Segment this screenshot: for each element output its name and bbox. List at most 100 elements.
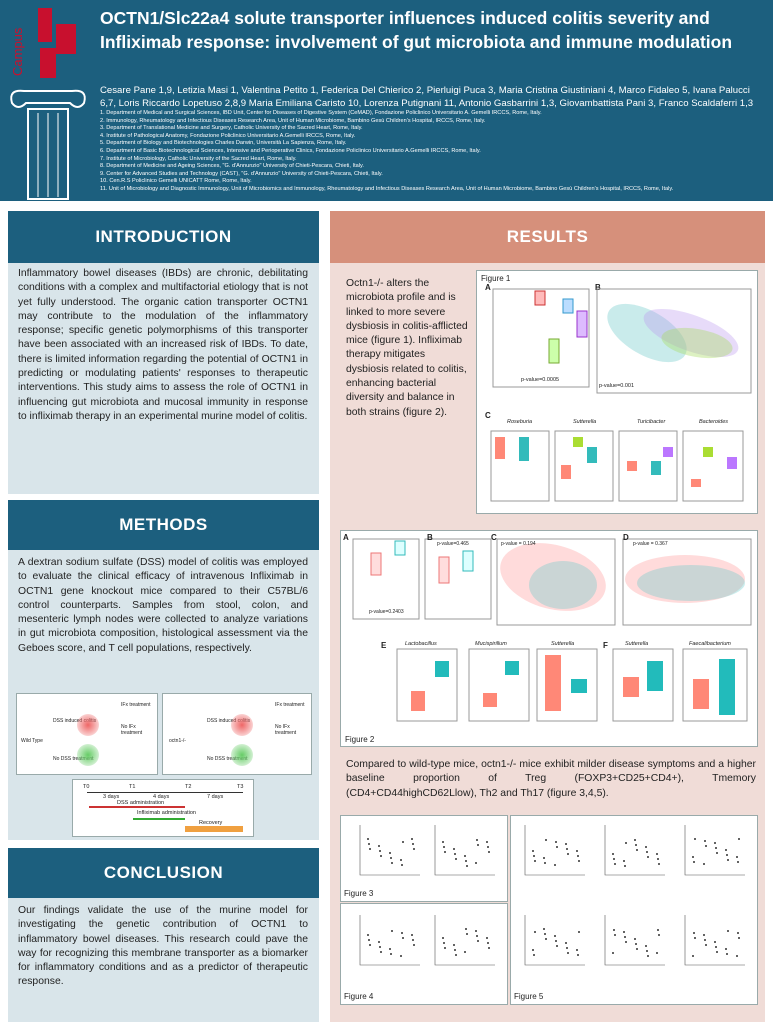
dot <box>694 937 696 939</box>
dot <box>389 948 391 950</box>
dot <box>614 934 616 936</box>
dot <box>565 843 567 845</box>
box <box>571 679 587 693</box>
results-text: Compared to wild-type mice, octn1-/- mic… <box>346 759 756 799</box>
box <box>691 479 701 487</box>
p-value: p-value=0.2403 <box>369 609 404 615</box>
group-label: No DSS treatment <box>207 756 248 762</box>
dot <box>625 941 627 943</box>
dot <box>476 839 478 841</box>
phase: Infliximab administration <box>137 810 196 816</box>
affiliation: 9. Center for Advanced Studies and Techn… <box>100 170 383 177</box>
column-icon <box>10 89 86 200</box>
p-value: p-value=0.0005 <box>521 377 560 383</box>
dot <box>716 852 718 854</box>
dot <box>390 953 392 955</box>
dot <box>543 928 545 930</box>
dot <box>613 858 615 860</box>
dot <box>411 838 413 840</box>
dot <box>645 846 647 848</box>
dot <box>716 951 718 953</box>
dot <box>391 930 393 932</box>
dot <box>612 853 614 855</box>
plot-frame <box>618 430 678 502</box>
dot <box>566 947 568 949</box>
duration: 4 days <box>153 794 170 800</box>
dot <box>726 854 728 856</box>
box <box>495 437 505 459</box>
figure-graphics <box>490 288 752 502</box>
dot <box>486 841 488 843</box>
dot <box>704 840 706 842</box>
section-heading: RESULTS <box>330 211 765 263</box>
figure-2: Figure 2 A B C D E F p-value=0.2403 p-va… <box>340 530 758 747</box>
p-value: p-value = 0.194 <box>501 541 536 547</box>
logo-graphic: Campus <box>10 8 76 78</box>
panel-letter: A <box>485 283 491 292</box>
box <box>623 677 639 697</box>
ifx-bar <box>133 818 185 820</box>
dot <box>726 953 728 955</box>
dot <box>464 855 466 857</box>
dot <box>379 850 381 852</box>
dot <box>402 937 404 939</box>
panel-letter: C <box>491 533 497 542</box>
dot <box>612 952 614 954</box>
dot <box>378 941 380 943</box>
panel-letter: F <box>603 641 608 650</box>
dot <box>636 849 638 851</box>
panel-letter: D <box>623 533 629 542</box>
dot <box>645 945 647 947</box>
plot-frame <box>424 538 492 620</box>
dot <box>727 859 729 861</box>
box <box>438 556 450 584</box>
box <box>587 447 597 463</box>
dot <box>725 849 727 851</box>
dot <box>656 952 658 954</box>
dot <box>647 856 649 858</box>
duration: 7 days <box>207 794 224 800</box>
time-point: T1 <box>129 784 136 790</box>
dot <box>534 860 536 862</box>
dot <box>400 955 402 957</box>
box <box>519 437 529 461</box>
dot <box>544 862 546 864</box>
dot <box>703 934 705 936</box>
affiliation: 2. Immunology, Rheumatology and Infectio… <box>100 117 486 124</box>
ellipse <box>607 303 687 363</box>
affiliation: 5. Department of Biology and Biotechnolo… <box>100 140 347 147</box>
logo-shape <box>56 24 76 54</box>
treat-label: IFx treatment <box>121 702 151 708</box>
axis <box>434 825 495 876</box>
dot <box>738 838 740 840</box>
dot <box>556 945 558 947</box>
plot-frame <box>682 648 748 722</box>
box <box>727 457 737 469</box>
dot <box>714 842 716 844</box>
dot <box>390 857 392 859</box>
box <box>576 310 588 338</box>
dot <box>477 940 479 942</box>
affiliation: 8. Department of Medicine and Ageing Sci… <box>100 163 364 170</box>
dot <box>413 848 415 850</box>
plot-frame <box>596 288 752 394</box>
dss-bar <box>89 806 185 808</box>
timeline-axis <box>87 792 243 793</box>
affiliations: 1. Department of Medical and Surgical Sc… <box>100 110 765 194</box>
dot <box>692 955 694 957</box>
box <box>534 290 546 306</box>
dot <box>379 946 381 948</box>
dot <box>454 853 456 855</box>
axis <box>524 915 585 966</box>
taxon: Sutterella <box>625 641 649 647</box>
dot <box>578 860 580 862</box>
dot <box>389 852 391 854</box>
figure-label: Figure 4 <box>344 992 374 1001</box>
dot <box>532 850 534 852</box>
dot <box>554 935 556 937</box>
dot <box>368 939 370 941</box>
dot <box>534 931 536 933</box>
axis <box>524 825 585 876</box>
axis <box>604 915 665 966</box>
